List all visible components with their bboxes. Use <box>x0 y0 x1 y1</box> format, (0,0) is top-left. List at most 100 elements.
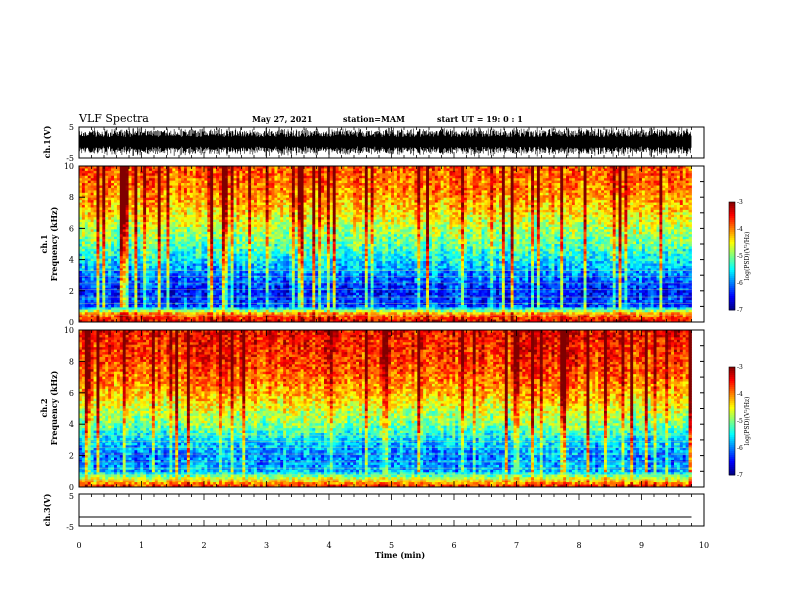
spectrogram-cell <box>143 205 146 208</box>
spectrogram-cell <box>245 227 248 230</box>
spectrogram-cell <box>196 261 199 264</box>
spectrogram-cell <box>140 271 143 274</box>
spectrogram-cell <box>137 234 140 237</box>
spectrogram-cell <box>266 239 269 242</box>
spectrogram-cell <box>94 300 97 303</box>
spectrogram-cell <box>91 300 94 303</box>
spectrogram-cell <box>155 232 158 235</box>
spectrogram-cell <box>123 212 126 215</box>
spectrogram-cell <box>155 303 158 306</box>
spectrogram-cell <box>204 239 207 242</box>
spectrogram-cell <box>187 229 190 232</box>
spectrogram-cell <box>114 176 117 179</box>
spectrogram-cell <box>298 178 301 181</box>
spectrogram-cell <box>97 261 100 264</box>
spectrogram-cell <box>190 264 193 267</box>
spectrogram-cell <box>187 261 190 264</box>
spectrogram-cell <box>219 215 222 218</box>
spectrogram-cell <box>94 315 97 318</box>
spectrogram-cell <box>269 227 272 230</box>
spectrogram-cell <box>181 178 184 181</box>
spectrogram-cell <box>132 212 135 215</box>
spectrogram-cell <box>283 315 286 318</box>
spectrogram-cell <box>105 256 108 259</box>
spectrogram-cell <box>114 273 117 276</box>
spectrogram-cell <box>242 276 245 279</box>
spectrogram-cell <box>167 261 170 264</box>
spectrogram-cell <box>178 229 181 232</box>
spectrogram-cell <box>257 276 260 279</box>
spectrogram-cell <box>152 205 155 208</box>
spectrogram-cell <box>140 210 143 213</box>
date-label: May 27, 2021 <box>252 114 312 124</box>
spectrogram-cell <box>286 303 289 306</box>
spectrogram-cell <box>102 183 105 186</box>
spectrogram-cell <box>132 232 135 235</box>
spectrogram-cell <box>152 198 155 201</box>
spectrogram-cell <box>108 200 111 203</box>
spectrogram-cell <box>137 300 140 303</box>
spectrogram-cell <box>295 210 298 213</box>
spectrogram-cell <box>140 264 143 267</box>
spectrogram-cell <box>292 198 295 201</box>
spectrogram-cell <box>134 200 137 203</box>
spectrogram-cell <box>143 195 146 198</box>
spectrogram-cell <box>108 234 111 237</box>
spectrogram-cell <box>120 249 123 252</box>
spectrogram-cell <box>225 298 228 301</box>
spectrogram-cell <box>257 222 260 225</box>
spectrogram-cell <box>228 207 231 210</box>
spectrogram-cell <box>202 181 205 184</box>
spectrogram-cell <box>108 312 111 315</box>
spectrogram-cell <box>283 266 286 269</box>
spectrogram-cell <box>237 273 240 276</box>
spectrogram-cell <box>155 261 158 264</box>
spectrogram-cell <box>225 244 228 247</box>
spectrogram-cell <box>216 181 219 184</box>
spectrogram-cell <box>129 190 132 193</box>
spectrogram-cell <box>283 234 286 237</box>
spectrogram-cell <box>295 217 298 220</box>
spectrogram-cell <box>129 315 132 318</box>
spectrogram-cell <box>298 276 301 279</box>
spectrogram-cell <box>196 254 199 257</box>
spectrogram-cell <box>178 210 181 213</box>
spectrogram-cell <box>272 217 275 220</box>
spectrogram-cell <box>245 290 248 293</box>
spectrogram-cell <box>251 242 254 245</box>
spectrogram-cell <box>158 203 161 206</box>
spectrogram-cell <box>94 200 97 203</box>
spectrogram-cell <box>292 298 295 301</box>
spectrogram-cell <box>292 244 295 247</box>
spectrogram-cell <box>134 278 137 281</box>
spectrogram-cell <box>155 171 158 174</box>
spectrogram-cell <box>292 285 295 288</box>
spectrogram-cell <box>88 244 91 247</box>
spectrogram-cell <box>280 198 283 201</box>
spectrogram-cell <box>269 259 272 262</box>
spectrogram-cell <box>289 300 292 303</box>
spectrogram-cell <box>234 276 237 279</box>
spectrogram-cell <box>213 246 216 249</box>
spectrogram-cell <box>187 234 190 237</box>
spectrogram-cell <box>193 178 196 181</box>
spectrogram-cell <box>289 249 292 252</box>
spectrogram-cell <box>213 276 216 279</box>
spectrogram-cell <box>158 256 161 259</box>
spectrogram-cell <box>152 285 155 288</box>
spectrogram-cell <box>102 220 105 223</box>
spectrogram-cell <box>260 200 263 203</box>
spectrogram-cell <box>272 203 275 206</box>
spectrogram-cell <box>108 229 111 232</box>
spectrogram-cell <box>152 290 155 293</box>
spectrogram-cell <box>158 186 161 189</box>
spectrogram-cell <box>231 198 234 201</box>
spectrogram-cell <box>137 242 140 245</box>
spectrogram-cell <box>292 171 295 174</box>
spectrogram-cell <box>222 200 225 203</box>
spectrogram-cell <box>184 200 187 203</box>
spectrogram-cell <box>149 273 152 276</box>
spectrogram-cell <box>167 178 170 181</box>
spectrogram-cell <box>102 200 105 203</box>
spectrogram-cell <box>105 273 108 276</box>
